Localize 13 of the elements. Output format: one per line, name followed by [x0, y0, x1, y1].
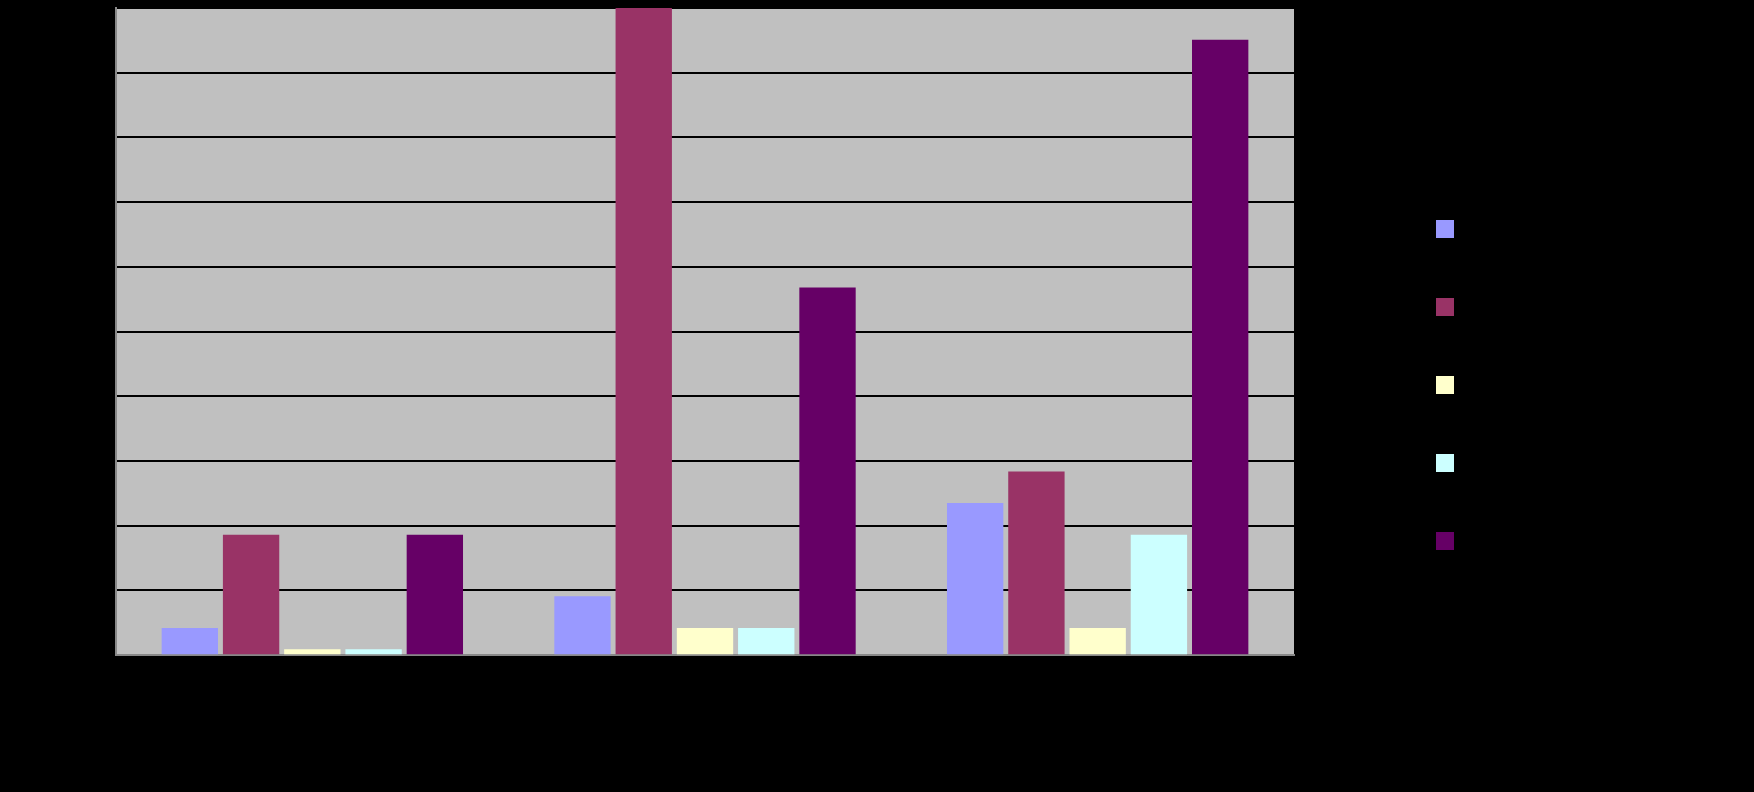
bar — [799, 287, 856, 655]
bar — [554, 596, 611, 655]
bar — [676, 628, 734, 655]
bar — [1069, 628, 1126, 655]
bar — [1130, 534, 1188, 655]
bar — [738, 628, 795, 655]
bar — [1192, 39, 1249, 655]
bar — [406, 534, 464, 655]
bar — [222, 534, 280, 655]
bar — [946, 503, 1004, 655]
bar — [1008, 471, 1065, 655]
bar — [615, 8, 672, 655]
bar — [161, 628, 218, 655]
